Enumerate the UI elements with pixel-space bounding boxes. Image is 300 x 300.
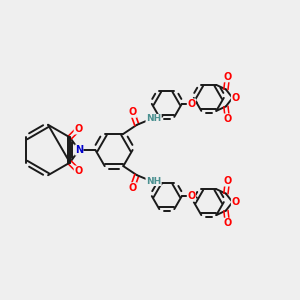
Text: NH: NH (146, 177, 161, 186)
Text: O: O (223, 176, 232, 186)
Text: O: O (187, 191, 196, 201)
Text: O: O (231, 93, 240, 103)
Text: O: O (128, 107, 136, 117)
Text: O: O (231, 197, 240, 207)
Text: O: O (128, 183, 136, 193)
Text: NH: NH (146, 114, 161, 123)
Text: O: O (74, 166, 82, 176)
Text: O: O (223, 114, 232, 124)
Text: O: O (223, 72, 232, 82)
Text: O: O (74, 124, 82, 134)
Text: N: N (75, 145, 83, 155)
Text: O: O (187, 99, 196, 109)
Text: O: O (223, 218, 232, 228)
